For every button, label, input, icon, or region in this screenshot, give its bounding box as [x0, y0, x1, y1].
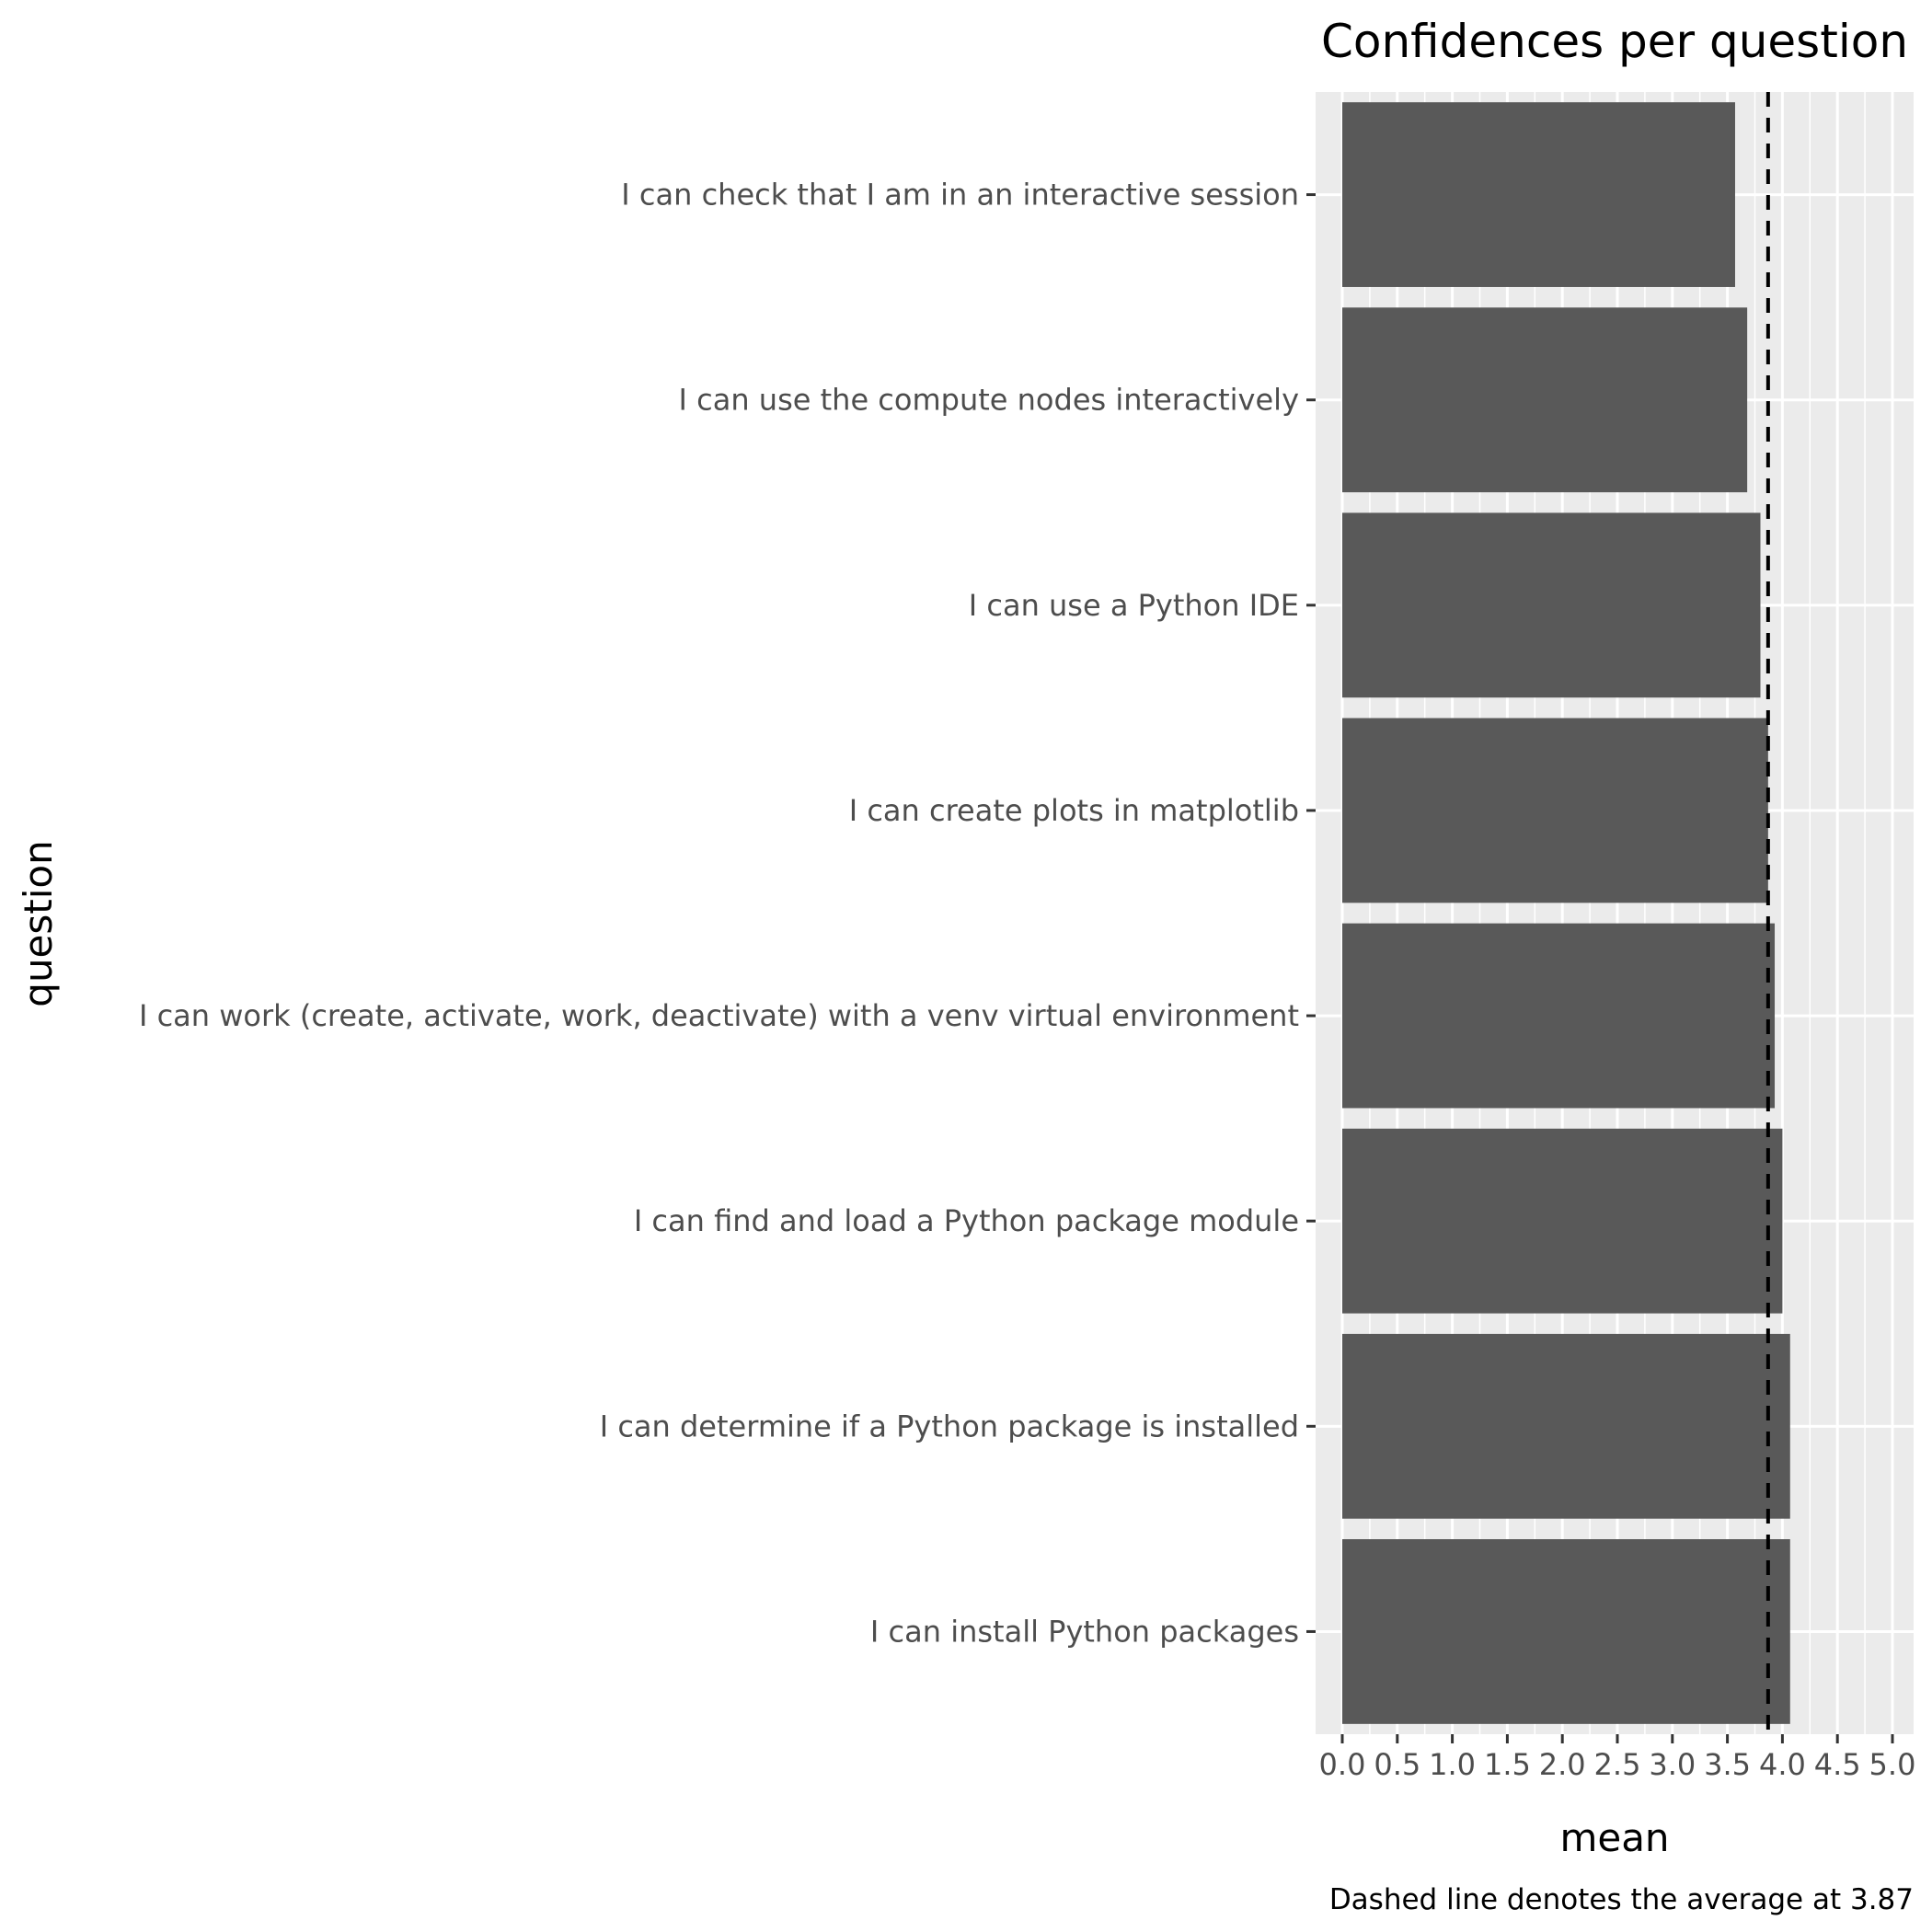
x-tick-label: 3.5 — [1704, 1747, 1751, 1782]
bar — [1342, 1128, 1783, 1314]
chart-caption: Dashed line denotes the average at 3.87 — [1329, 1883, 1914, 1916]
x-tick-label: 2.0 — [1539, 1747, 1586, 1782]
y-tick-label: I can determine if a Python package is i… — [600, 1409, 1299, 1443]
bar — [1342, 1539, 1790, 1724]
x-tick-label: 1.5 — [1484, 1747, 1531, 1782]
bar — [1342, 1333, 1790, 1519]
chart-title: Confidences per question — [1321, 15, 1908, 68]
bar — [1342, 307, 1748, 493]
bar — [1342, 512, 1761, 698]
bars — [1342, 102, 1790, 1724]
y-axis-ticks: I can check that I am in an interactive … — [139, 178, 1316, 1649]
y-tick-label: I can use the compute nodes interactivel… — [679, 383, 1299, 418]
bar — [1342, 718, 1768, 903]
x-axis-ticks: 0.0 0.5 1.0 1.5 2.0 2.5 3.0 3.5 4.0 4.5 5.0 — [1319, 1734, 1916, 1782]
x-tick-label: 0.0 — [1319, 1747, 1366, 1782]
y-tick-label: I can work (create, activate, work, deac… — [139, 998, 1299, 1033]
x-tick-label: 4.5 — [1814, 1747, 1861, 1782]
bar — [1342, 923, 1776, 1109]
x-tick-label: 4.0 — [1759, 1747, 1806, 1782]
y-tick-label: I can install Python packages — [870, 1614, 1299, 1649]
x-tick-label: 3.0 — [1649, 1747, 1696, 1782]
x-tick-label: 5.0 — [1869, 1747, 1916, 1782]
y-tick-label: I can use a Python IDE — [969, 588, 1299, 623]
bar — [1342, 102, 1735, 287]
x-tick-label: 0.5 — [1374, 1747, 1420, 1782]
y-axis-title: question — [16, 840, 61, 1006]
y-tick-label: I can create plots in matplotlib — [849, 793, 1299, 828]
x-tick-label: 1.0 — [1429, 1747, 1476, 1782]
y-tick-label: I can check that I am in an interactive … — [621, 178, 1299, 213]
x-tick-label: 2.5 — [1594, 1747, 1641, 1782]
y-tick-label: I can find and load a Python package mod… — [634, 1203, 1299, 1238]
x-axis-title: mean — [1559, 1815, 1669, 1860]
